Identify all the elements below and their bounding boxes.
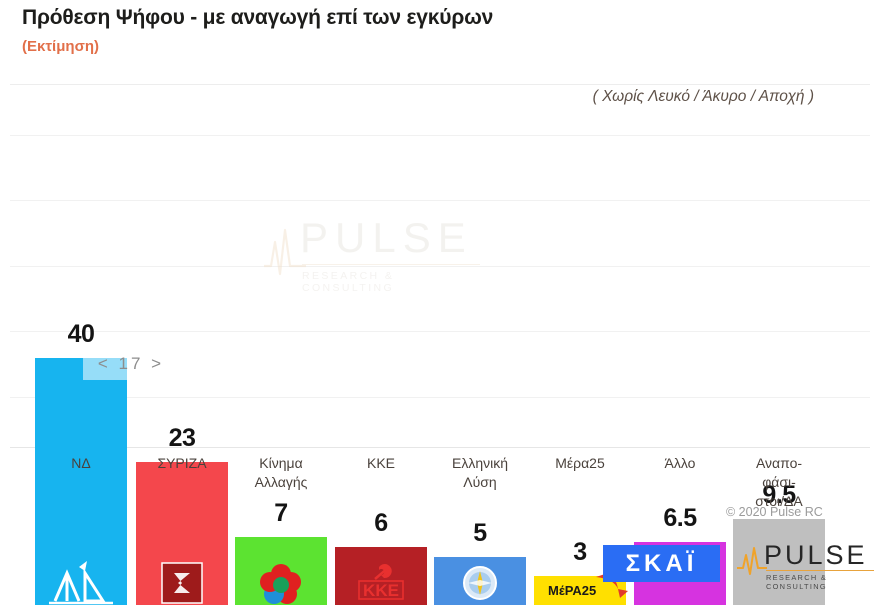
- bar-value-kinal: 7: [274, 499, 288, 527]
- pulse-logo-text: PULSE: [764, 540, 868, 570]
- skai-logo-text: ΣΚΑΪ: [625, 549, 698, 577]
- bar-value-allo: 6.5: [663, 504, 697, 532]
- pulse-logo: PULSE RESEARCH & CONSULTING: [736, 540, 874, 591]
- bar-group-syriza[interactable]: 23: [136, 158, 228, 605]
- copyright-text: © 2020 Pulse RC: [726, 505, 823, 519]
- x-label-elliniki-lysi: Ελληνική Λύση: [434, 454, 526, 492]
- bar-group-kinal[interactable]: 7: [235, 158, 327, 605]
- gridline: [10, 266, 870, 267]
- gridline: [10, 331, 870, 332]
- x-label-mera25: Μέρα25: [534, 454, 626, 473]
- gridline: [10, 135, 870, 136]
- header-divider: [10, 84, 870, 85]
- x-label-kke: ΚΚΕ: [335, 454, 427, 473]
- heartbeat-icon: [737, 547, 767, 575]
- bar-value-anapofasistoi: 9.5: [762, 481, 796, 509]
- bar-value-kke: 6: [374, 509, 388, 537]
- skai-logo: ΣΚΑΪ: [603, 545, 720, 582]
- page-subtitle: (Εκτίμηση): [22, 38, 99, 55]
- page-title: Πρόθεση Ψήφου - με αναγωγή επί των εγκύρ…: [22, 6, 494, 29]
- bar-kinal[interactable]: [235, 537, 327, 605]
- pulse-logo-rule: [766, 570, 874, 571]
- gridline: [10, 397, 870, 398]
- bar-value-nd: 40: [67, 320, 95, 348]
- bar-group-allo[interactable]: 6.5: [634, 158, 726, 605]
- chart-plot-area: [0, 120, 880, 450]
- x-label-anapofasistoi: Αναπο- φάσι- στοι/ΔΑ: [733, 454, 825, 511]
- bar-nd[interactable]: [35, 358, 127, 605]
- x-label-line: στοι/ΔΑ: [755, 493, 803, 509]
- gap-badge: < 17 >: [83, 348, 179, 380]
- bar-group-nd[interactable]: 40: [35, 158, 127, 605]
- axis-baseline: [10, 447, 870, 448]
- x-label-line: φάσι-: [762, 474, 796, 490]
- bar-syriza[interactable]: [136, 462, 228, 605]
- x-label-line: Ελληνική: [451, 455, 509, 471]
- bar-group-elliniki-lysi[interactable]: 5: [434, 158, 526, 605]
- chart-annotation: ( Χωρίς Λευκό / Άκυρο / Αποχή ): [592, 88, 814, 105]
- bar-group-anapofasistoi[interactable]: 9.5: [733, 158, 825, 605]
- bar-value-mera25: 3: [573, 538, 587, 566]
- bar-elliniki-lysi[interactable]: [434, 557, 526, 605]
- x-label-line: Λύση: [463, 474, 497, 490]
- x-label-line: ΚΚΕ: [366, 455, 395, 471]
- x-label-line: ΣΥΡΙΖΑ: [157, 455, 207, 471]
- bar-group-mera25[interactable]: 3 ΜέΡΑ25: [534, 158, 628, 605]
- x-label-line: ΝΔ: [71, 455, 91, 471]
- x-label-line: Αλλαγής: [254, 474, 308, 490]
- x-label-line: Κίνημα: [259, 455, 303, 471]
- x-label-kinal: Κίνημα Αλλαγής: [235, 454, 327, 492]
- x-label-syriza: ΣΥΡΙΖΑ: [136, 454, 228, 473]
- x-label-line: Μέρα25: [555, 455, 605, 471]
- x-label-line: Άλλο: [664, 455, 696, 471]
- bar-value-elliniki-lysi: 5: [473, 519, 487, 547]
- x-label-line: Αναπο-: [755, 455, 803, 471]
- bar-group-kke[interactable]: 6 ΚΚΕ: [335, 158, 427, 605]
- x-label-allo: Άλλο: [634, 454, 726, 473]
- pulse-logo-tagline: RESEARCH & CONSULTING: [766, 573, 828, 591]
- bar-value-syriza: 23: [168, 424, 196, 452]
- x-label-nd: ΝΔ: [35, 454, 127, 473]
- bar-kke[interactable]: [335, 547, 427, 605]
- gridline: [10, 200, 870, 201]
